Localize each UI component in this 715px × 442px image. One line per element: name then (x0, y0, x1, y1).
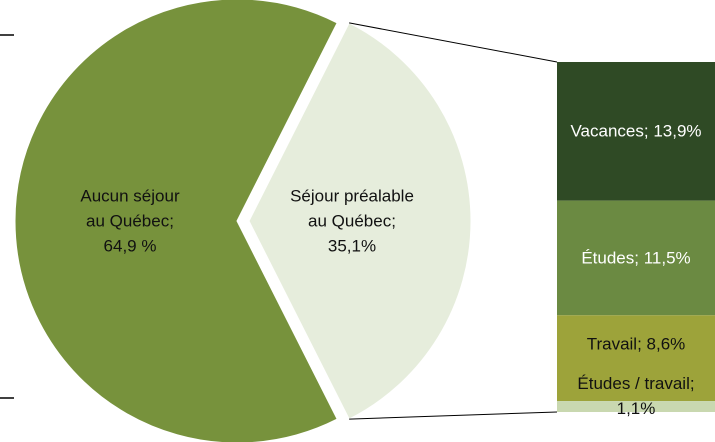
bar-segment (557, 401, 715, 412)
data-label: Études; 11,5% (566, 245, 706, 270)
bar-segment (557, 200, 715, 316)
pie-slice (14, 0, 338, 442)
bar-segment (557, 62, 715, 201)
connector (349, 22, 558, 63)
category-label: Études; (581, 248, 639, 268)
category-label: Travail; (586, 334, 642, 354)
value-label: 8,6% (646, 334, 686, 354)
data-label: Études / travail; 1,1% (576, 371, 696, 421)
value-label: 13,9% (653, 121, 702, 141)
value-label: 1,1% (616, 399, 656, 418)
value-label: 35,1% (327, 236, 377, 256)
pie-slice (248, 22, 472, 420)
value-label: 11,5% (643, 248, 691, 268)
category-label: Aucun séjour au Québec; (80, 186, 180, 231)
category-label: Vacances; (570, 121, 649, 141)
category-label: Séjour préalable au Québec; (290, 186, 414, 231)
data-label: Vacances; 13,9% (566, 119, 706, 144)
data-label: Travail; 8,6% (561, 332, 711, 357)
connector (349, 411, 558, 420)
data-label: Aucun séjour au Québec; 64,9 % (70, 184, 190, 259)
category-label: Études / travail; (577, 374, 695, 393)
data-label: Séjour préalable au Québec; 35,1% (290, 184, 415, 259)
bar-segment (557, 315, 715, 402)
value-label: 64,9 % (103, 236, 157, 256)
